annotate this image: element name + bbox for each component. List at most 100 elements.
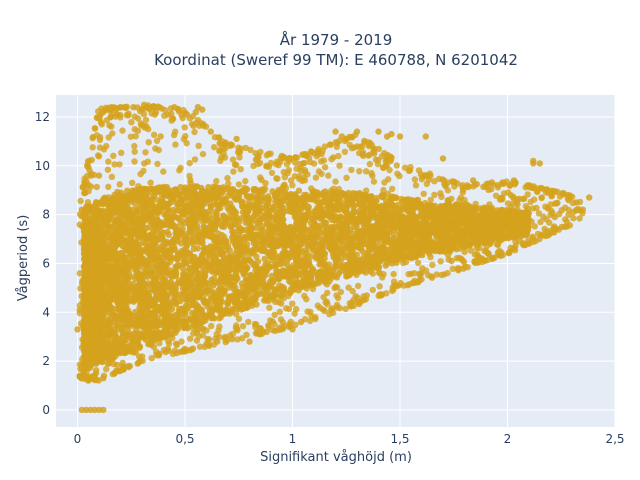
scatter-point [280,216,287,223]
scatter-point [131,219,139,226]
scatter-point [405,253,412,261]
scatter-point [274,189,281,196]
scatter-point [145,243,152,250]
scatter-point [227,259,234,266]
scatter-point [110,305,117,312]
scatter-point [143,271,150,279]
scatter-point [191,288,198,295]
scatter-point [245,193,253,201]
scatter-point [332,251,340,258]
scatter-point [423,216,430,224]
scatter-point [344,231,351,238]
scatter-point [114,315,122,323]
scatter-point [377,258,384,265]
scatter-point [439,236,446,243]
scatter-point [256,216,263,223]
scatter-point [277,252,284,260]
scatter-point [242,276,250,283]
scatter-point [489,232,496,239]
scatter-point [201,224,208,231]
scatter-point [213,214,220,222]
scatter-point [247,283,255,290]
scatter-point [260,247,267,255]
scatter-point [362,227,369,234]
scatter-point [286,229,293,236]
scatter-point [98,346,105,354]
scatter-point [361,207,368,214]
scatter-point [186,284,193,291]
scatter-point [163,211,170,218]
scatter-point [253,253,260,260]
scatter-point [153,215,160,222]
scatter-point [229,305,236,313]
scatter-point [256,188,263,196]
scatter-point [274,223,282,231]
scatter-point [261,255,268,263]
scatter-point [291,209,299,217]
scatter-point [231,213,238,221]
scatter-point [240,271,247,278]
scatter-point [250,213,257,220]
scatter-point [199,235,206,243]
scatter-point [93,207,101,215]
scatter-point [152,266,160,273]
scatter-point [365,217,372,225]
scatter-point [345,189,352,197]
scatter-point [148,195,156,202]
scatter-point [144,262,151,269]
scatter-point [213,201,220,208]
scatter-point [175,262,182,270]
scatter-point [463,224,470,231]
scatter-point [241,234,248,241]
scatter-point [218,223,226,230]
scatter-point [120,221,127,229]
scatter-point [150,323,157,330]
scatter-point [155,246,162,253]
scatter-point [441,214,448,221]
scatter-point [350,190,357,197]
scatter-point [395,201,402,208]
scatter-point [273,273,280,281]
scatter-point [99,201,106,208]
scatter-point [335,214,342,221]
scatter-point [322,219,330,226]
scatter-point [82,311,89,318]
scatter-point [189,238,196,245]
scatter-point [134,240,141,248]
scatter-point [423,205,430,212]
scatter-point [259,197,266,205]
scatter-point [80,247,88,254]
scatter-point [185,297,192,304]
scatter-point [308,215,316,223]
scatter-point [345,263,352,270]
scatter-point [128,297,135,304]
scatter-point [187,229,195,236]
scatter-point [204,245,211,252]
scatter-point [93,341,100,348]
scatter-point [239,203,246,210]
scatter-point [274,198,282,205]
scatter-point [248,223,255,230]
scatter-point [280,287,288,294]
scatter-point [235,254,242,261]
scatter-point [227,217,234,224]
scatter-point [171,294,178,301]
scatter-point [281,194,288,201]
scatter-point [188,185,196,192]
scatter-point [216,308,223,315]
scatter-point [205,264,213,271]
scatter-point [133,265,140,272]
scatter-point [102,213,109,220]
scatter-point [177,183,184,191]
scatter-point [380,237,388,244]
scatter-point [184,193,191,201]
scatter-point [127,241,134,248]
scatter-point [337,257,344,264]
scatter-point [115,218,122,226]
scatter-point [202,270,209,277]
scatter-point [195,231,202,239]
scatter-point [286,278,293,285]
scatter-point [210,282,217,289]
